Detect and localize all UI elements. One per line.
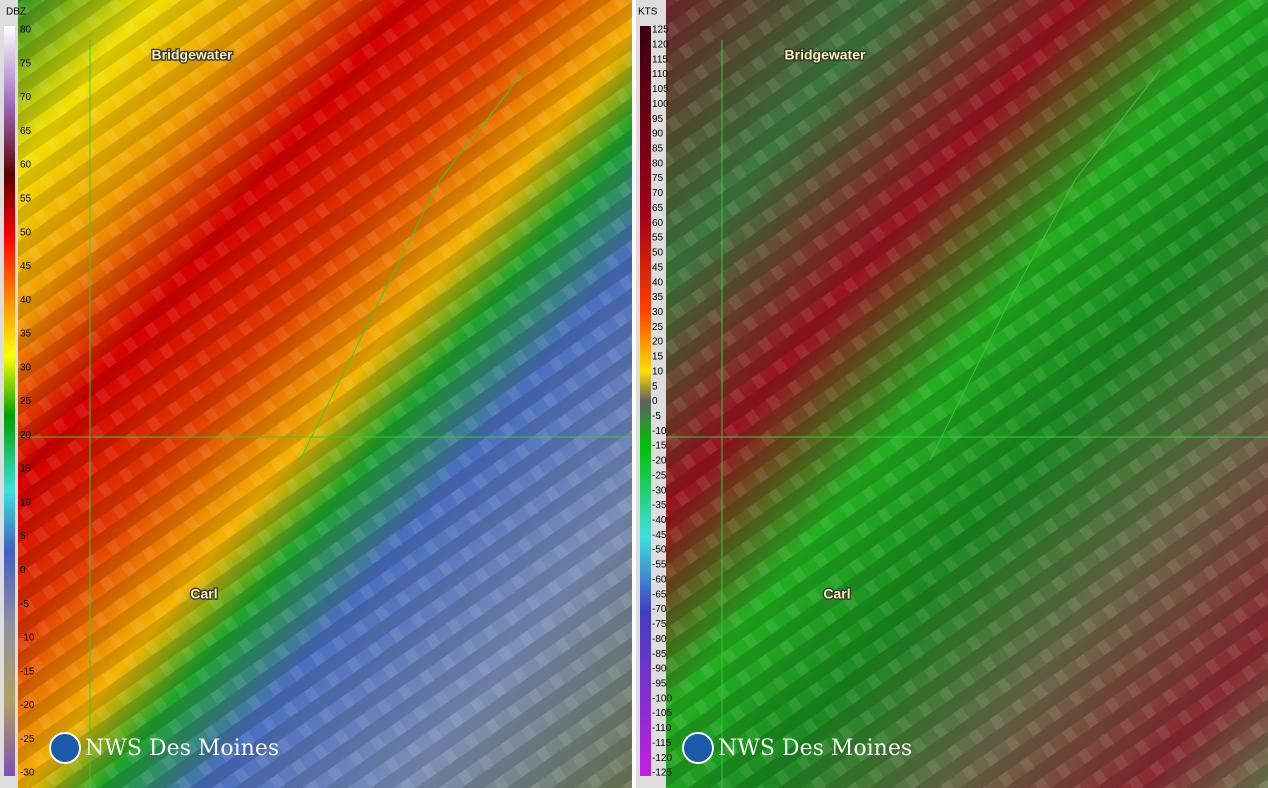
- scale-label: 10: [20, 497, 32, 508]
- place-label: Carl: [823, 586, 850, 602]
- scale-label: 95: [652, 114, 664, 125]
- scale-label: -95: [652, 678, 667, 689]
- scale-label: 10: [652, 366, 664, 377]
- place-label: Carl: [190, 586, 217, 602]
- scale-label: 55: [652, 233, 664, 244]
- scale-label: 85: [652, 144, 664, 155]
- scale-unit: KTS: [638, 7, 658, 18]
- scale-label: 50: [20, 227, 32, 238]
- scale-label: 20: [652, 337, 664, 348]
- scale-label: -10: [652, 426, 667, 437]
- scale-label: -30: [652, 485, 667, 496]
- scale-label: -5: [20, 599, 29, 610]
- scale-label: 40: [652, 277, 664, 288]
- scale-label: -50: [652, 545, 667, 556]
- scale-label: 70: [652, 188, 664, 199]
- scale-label: 60: [652, 218, 664, 229]
- scale-label: 125: [652, 25, 669, 36]
- scale-label: 0: [20, 565, 26, 576]
- scale-label: 65: [652, 203, 664, 214]
- divider: [632, 0, 636, 788]
- scale-label: 110: [652, 69, 668, 80]
- scale-label: -25: [20, 734, 35, 745]
- scale-label: -65: [652, 589, 667, 600]
- scale-label: -20: [20, 700, 35, 711]
- scale-label: 25: [652, 322, 664, 333]
- scale-label: 90: [652, 129, 664, 140]
- scale-label: -75: [652, 619, 667, 630]
- scale-label: 15: [20, 464, 32, 475]
- scale-label: 55: [20, 194, 32, 205]
- scale-label: -90: [652, 664, 667, 675]
- scale-label: -55: [652, 560, 667, 571]
- scale-label: -15: [652, 441, 667, 452]
- scale-unit: DBZ: [6, 7, 26, 18]
- scale-label: 115: [652, 54, 668, 65]
- scale-label: -35: [652, 500, 667, 511]
- noaa-logo: [682, 732, 714, 764]
- scale-label: -125: [652, 768, 672, 779]
- scale-label: -105: [652, 708, 672, 719]
- scale-label: 75: [20, 58, 32, 69]
- scale-label: 45: [20, 261, 32, 272]
- scale-label: 70: [20, 92, 32, 103]
- left-panel: [0, 0, 632, 788]
- scale-label: 60: [20, 160, 32, 171]
- scale-label: -10: [20, 633, 35, 644]
- watermark: NWS Des Moines: [85, 736, 279, 761]
- scale-label: 105: [652, 84, 669, 95]
- scale-label: 120: [652, 40, 669, 51]
- scale-label: -115: [652, 738, 672, 749]
- scale-label: -5: [652, 411, 661, 422]
- scale-label: 80: [652, 158, 664, 169]
- scale-label: 5: [20, 531, 26, 542]
- scale-label: -40: [652, 515, 667, 526]
- place-label: Bridgewater: [785, 47, 866, 63]
- watermark: NWS Des Moines: [718, 736, 912, 761]
- scale-label: -30: [20, 768, 35, 779]
- scale-label: -60: [652, 574, 667, 585]
- scale-label: 65: [20, 126, 32, 137]
- scale-label: 100: [652, 99, 669, 110]
- noaa-logo: [49, 732, 81, 764]
- scale-label: -20: [652, 456, 667, 467]
- scale-label: -80: [652, 634, 667, 645]
- scale-label: 30: [652, 307, 664, 318]
- texture: [636, 0, 1268, 788]
- scale-label: 30: [20, 362, 32, 373]
- scale-label: 40: [20, 295, 32, 306]
- scale-label: 80: [20, 25, 32, 36]
- scale-label: 35: [652, 292, 664, 303]
- scale-label: 20: [20, 430, 32, 441]
- scale-label: 5: [652, 381, 658, 392]
- right-panel: [636, 0, 1268, 788]
- scale-label: -25: [652, 470, 667, 481]
- scale-label: 45: [652, 262, 664, 273]
- texture: [0, 0, 632, 788]
- colorbar: [4, 26, 15, 776]
- scale-label: 15: [652, 352, 664, 363]
- scale-label: 50: [652, 248, 664, 259]
- boundary-line: [929, 69, 1161, 461]
- boundary-line: [299, 69, 526, 461]
- scale-label: -85: [652, 649, 667, 660]
- scale-label: -110: [652, 723, 672, 734]
- scale-label: 25: [20, 396, 32, 407]
- scale-label: -100: [652, 693, 672, 704]
- scale-label: -15: [20, 666, 35, 677]
- scale-label: -70: [652, 604, 667, 615]
- scale-label: -45: [652, 530, 667, 541]
- scale-label: 0: [652, 396, 658, 407]
- scale-label: 35: [20, 329, 32, 340]
- scale-label: -120: [652, 753, 672, 764]
- colorbar: [640, 26, 651, 776]
- place-label: Bridgewater: [152, 47, 233, 63]
- scale-label: 75: [652, 173, 664, 184]
